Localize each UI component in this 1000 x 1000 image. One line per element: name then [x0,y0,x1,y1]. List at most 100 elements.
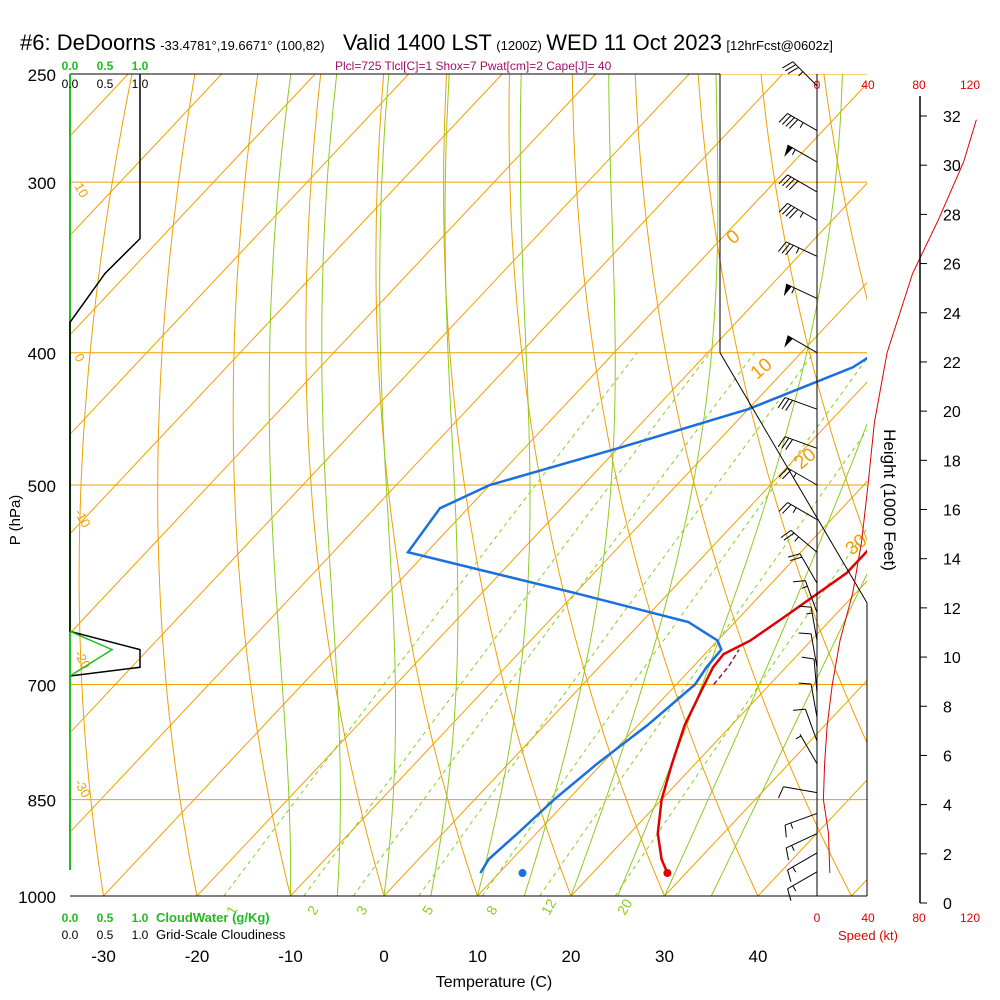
valid-utc: (1200Z) [496,38,542,53]
height-tick-label: 2 [943,847,952,864]
isotherm-line [70,74,316,336]
wind-barb-feather [781,243,791,254]
wind-barb-staff [804,708,818,742]
dry-adiabat-label: 30 [842,530,872,560]
dewpoint-surface-point [518,869,527,878]
height-tick-label: 4 [943,798,952,815]
dry-adiabat-label: 10 [747,354,777,384]
wind-tick-top: 80 [912,78,926,92]
wind-barb-staff [787,502,818,520]
cloudwater-tick-top: 0.0 [62,59,79,73]
wind-barb-staff [785,241,818,257]
wind-barb-feather [778,786,784,799]
wind-barb [793,708,818,742]
height-tick-label: 24 [943,306,961,323]
height-tick-label: 8 [943,699,952,716]
height-tick-label: 30 [943,158,961,175]
chart-header: #6: DeDoorns -33.4781°,19.6671° (100,82)… [20,30,833,56]
cloudwater-tick-top: 0.5 [97,59,114,73]
mixing-ratio-line [539,429,867,896]
cloudiness-tick-bottom: 0.0 [62,928,79,942]
station-coords: -33.4781°,19.6671° (100,82) [160,38,325,53]
wind-barb-half-feather [792,885,797,892]
wind-barb-feather [785,439,793,450]
dry-adiabat-line [78,74,133,896]
wind-barb-staff [810,606,818,641]
dry-adiabat-line [950,74,1000,896]
wind-barb-half-feather [795,735,802,740]
height-tick-label: 12 [943,601,961,618]
isotherm-line [945,74,1000,896]
wind-barb-flag [783,284,792,297]
wind-barb-feather [789,556,803,562]
pressure-tick-label: 850 [28,792,56,811]
wind-barb-staff [785,283,818,299]
temperature-tick-label: 10 [468,947,487,966]
wind-barb-staff [784,436,818,449]
isotherm-line [851,878,867,896]
wind-barb-feather [788,209,799,219]
wind-barb [798,632,818,668]
wind-barb-feather [787,888,792,901]
wind-barb-half-feather [792,866,797,873]
wind-barb-feather [782,504,792,514]
temperature-tick-label: 40 [749,947,768,966]
pressure-tick-label: 1000 [18,888,56,907]
cloudwater-profile [69,630,114,677]
mixing-ratio-line [303,352,711,896]
forecast-info: [12hrFcst@0602z] [726,38,833,53]
dry-adiabat-line [760,74,867,542]
wind-barb [778,467,818,486]
isotherm-line [290,281,867,896]
wind-barb-feather [785,207,795,217]
wind-barb-staff [785,833,818,849]
height-tick-label: 20 [943,404,961,421]
wind-barb [778,502,818,520]
wind-barb-half-feather [794,536,799,542]
mixing-ratio-line [614,528,867,896]
temperature-tick-label: 20 [562,947,581,966]
isotherm-line [70,74,784,833]
wind-speed-label: Speed (kt) [838,928,898,943]
mixing-ratio-line [481,357,867,896]
dry-adiabat-line [508,74,665,896]
wind-barb-half-feather [791,287,795,294]
dry-adiabat-line [443,74,572,896]
profiles [405,356,867,878]
wind-barb-staff [783,786,818,794]
wind-barb-staff [787,202,818,221]
wind-barb [784,144,818,163]
moist-adiabat-line [664,422,867,896]
temperature-tick-label: -20 [185,947,210,966]
wind-barb-feather [788,119,799,129]
wind-barb-feather [787,869,792,882]
mixing-ratio-label: 5 [419,903,437,918]
wind-barb-feather [798,682,812,685]
moist-adiabat-line [617,74,843,896]
height-tick-label: 18 [943,453,961,470]
wind-barb [784,812,818,838]
wind-barb-half-feather [790,822,794,829]
temperature-profile [656,549,867,874]
wind-tick-bottom: 80 [912,911,926,925]
cloudiness-profile [69,74,141,677]
wind-barb-feather [787,553,801,558]
wind-barb [793,580,818,613]
wind-barb-half-feather [795,247,800,254]
wind-barb-feather [778,241,787,252]
wind-barb [783,283,818,299]
mixing-ratio-label: 8 [483,903,501,918]
dry-adiabat-label: 0 [723,226,745,249]
wind-barb-feather [782,176,792,187]
wind-barb-half-feather [792,507,797,513]
isotherm-line [196,182,867,896]
height-tick-label: 32 [943,109,961,126]
wind-barb-staff [787,174,818,193]
mixing-ratio-label: 3 [353,903,371,918]
pressure-tick-label: 250 [28,66,56,85]
wind-barb-staff [787,467,818,486]
height-tick-label: 28 [943,207,961,224]
mixing-ratio-line [418,352,815,896]
isotherm-line [664,679,867,896]
cloudwater-tick-bottom: 0.5 [97,911,114,925]
